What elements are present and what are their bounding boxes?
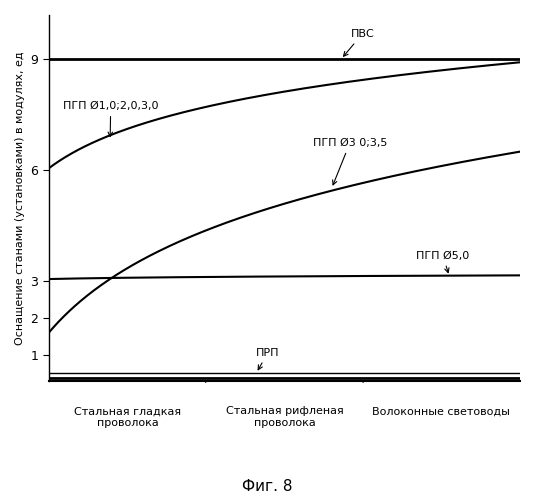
Text: Стальная гладкая
проволока: Стальная гладкая проволока <box>74 406 181 428</box>
Text: ПВС: ПВС <box>343 29 374 56</box>
Text: ПРП: ПРП <box>256 348 280 370</box>
Text: Волоконные световоды: Волоконные световоды <box>372 406 510 416</box>
Text: ПГП Ø5,0: ПГП Ø5,0 <box>416 250 470 272</box>
Text: Фиг. 8: Фиг. 8 <box>242 479 293 494</box>
Text: ПГП Ø1,0;2,0,3,0: ПГП Ø1,0;2,0,3,0 <box>63 101 158 137</box>
Y-axis label: Оснащение станами (установками) в модулях, ед: Оснащение станами (установками) в модуля… <box>15 51 25 345</box>
Text: Стальная рифленая
проволока: Стальная рифленая проволока <box>226 406 343 428</box>
Text: ПГП Ø3 0;3,5: ПГП Ø3 0;3,5 <box>312 138 387 185</box>
